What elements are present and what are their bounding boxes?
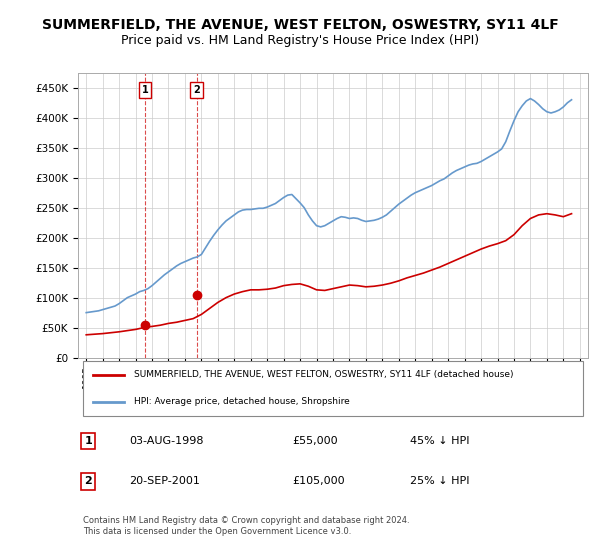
Text: 45% ↓ HPI: 45% ↓ HPI: [409, 436, 469, 446]
FancyBboxPatch shape: [83, 361, 583, 416]
Text: Contains HM Land Registry data © Crown copyright and database right 2024.
This d: Contains HM Land Registry data © Crown c…: [83, 516, 410, 536]
Text: 20-SEP-2001: 20-SEP-2001: [129, 476, 200, 486]
Text: £55,000: £55,000: [292, 436, 338, 446]
Text: SUMMERFIELD, THE AVENUE, WEST FELTON, OSWESTRY, SY11 4LF: SUMMERFIELD, THE AVENUE, WEST FELTON, OS…: [41, 18, 559, 32]
Text: 1: 1: [85, 436, 92, 446]
Text: Price paid vs. HM Land Registry's House Price Index (HPI): Price paid vs. HM Land Registry's House …: [121, 34, 479, 47]
Text: 2: 2: [193, 85, 200, 95]
Text: 1: 1: [142, 85, 148, 95]
Text: SUMMERFIELD, THE AVENUE, WEST FELTON, OSWESTRY, SY11 4LF (detached house): SUMMERFIELD, THE AVENUE, WEST FELTON, OS…: [134, 370, 514, 379]
Text: 25% ↓ HPI: 25% ↓ HPI: [409, 476, 469, 486]
Text: 03-AUG-1998: 03-AUG-1998: [129, 436, 203, 446]
Text: £105,000: £105,000: [292, 476, 345, 486]
Text: 2: 2: [85, 476, 92, 486]
Text: HPI: Average price, detached house, Shropshire: HPI: Average price, detached house, Shro…: [134, 397, 350, 406]
